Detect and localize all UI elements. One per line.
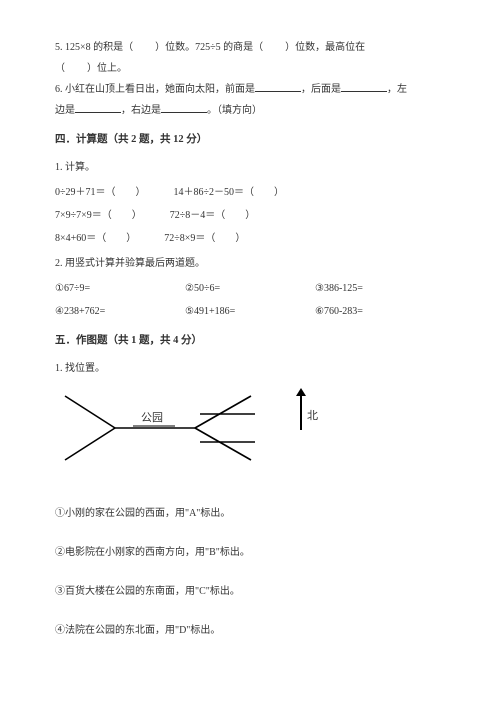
calc-row-3: 8×4+60＝（ ） 72÷8×9＝（ ） bbox=[55, 229, 445, 248]
calc-r1a: 0÷29＋71＝（ ） bbox=[55, 183, 146, 202]
v-r2b: ⑤491+186= bbox=[185, 302, 315, 321]
section5-title: 五．作图题（共 1 题，共 4 分） bbox=[55, 331, 445, 351]
q5-prefix: 5. 125×8 的积是（ bbox=[55, 42, 133, 53]
q6-l2c: 。（填方向） bbox=[207, 105, 262, 116]
task-2: ②电影院在小刚家的西南方向，用"B"标出。 bbox=[55, 543, 445, 562]
v-r1b: ②50÷6= bbox=[185, 279, 315, 298]
q6-blank4 bbox=[161, 102, 207, 113]
q6-mid2: ，左 bbox=[387, 84, 407, 95]
section4-title: 四．计算题（共 2 题，共 12 分） bbox=[55, 130, 445, 150]
q6-line2: 边是 ，右边是 。（填方向） bbox=[55, 101, 445, 120]
section5-q1-label: 1. 找位置。 bbox=[55, 359, 445, 378]
calc-r2a: 7×9÷7×9＝（ ） bbox=[55, 206, 142, 225]
q5-line1: 5. 125×8 的积是（ ）位数。725÷5 的商是（ ）位数，最高位在 bbox=[55, 38, 445, 57]
q5-l2b: ）位上。 bbox=[87, 63, 127, 74]
north-label: 北 bbox=[307, 406, 318, 427]
task-3: ③百货大楼在公园的东南面，用"C"标出。 bbox=[55, 582, 445, 601]
q6-l2b: ，右边是 bbox=[121, 105, 161, 116]
north-arrow-icon bbox=[300, 394, 302, 430]
park-svg bbox=[55, 384, 285, 484]
calc-row-2: 7×9÷7×9＝（ ） 72÷8－4＝（ ） bbox=[55, 206, 445, 225]
q5-mid2: ）位数，最高位在 bbox=[285, 42, 365, 53]
q6-prefix: 6. 小红在山顶上看日出，她面向太阳，前面是 bbox=[55, 84, 255, 95]
section4-q1-label: 1. 计算。 bbox=[55, 158, 445, 177]
calc-r3a: 8×4+60＝（ ） bbox=[55, 229, 136, 248]
park-figure: 公园 北 bbox=[55, 384, 445, 484]
vert-row-1: ①67÷9= ②50÷6= ③386-125= bbox=[55, 279, 445, 298]
v-r2c: ⑥760-283= bbox=[315, 302, 445, 321]
vert-row-2: ④238+762= ⑤491+186= ⑥760-283= bbox=[55, 302, 445, 321]
calc-row-1: 0÷29＋71＝（ ） 14＋86÷2－50＝（ ） bbox=[55, 183, 445, 202]
q5-blank2 bbox=[263, 42, 285, 53]
q5-l2a: （ bbox=[55, 63, 65, 74]
park-label: 公园 bbox=[141, 408, 163, 429]
calc-r2b: 72÷8－4＝（ ） bbox=[170, 206, 256, 225]
q5-mid1: ）位数。725÷5 的商是（ bbox=[155, 42, 263, 53]
q6-blank2 bbox=[341, 81, 387, 92]
q6-blank3 bbox=[75, 102, 121, 113]
q6-line1: 6. 小红在山顶上看日出，她面向太阳，前面是 ，后面是 ，左 bbox=[55, 80, 445, 99]
q6-mid1: ，后面是 bbox=[301, 84, 341, 95]
v-r1c: ③386-125= bbox=[315, 279, 445, 298]
calc-r3b: 72÷8×9＝（ ） bbox=[164, 229, 245, 248]
q5-blank1 bbox=[133, 42, 155, 53]
q5-line2: （ ）位上。 bbox=[55, 59, 445, 78]
task-1: ①小刚的家在公园的西面，用"A"标出。 bbox=[55, 504, 445, 523]
calc-r1b: 14＋86÷2－50＝（ ） bbox=[174, 183, 285, 202]
v-r2a: ④238+762= bbox=[55, 302, 185, 321]
q6-blank1 bbox=[255, 81, 301, 92]
v-r1a: ①67÷9= bbox=[55, 279, 185, 298]
task-4: ④法院在公园的东北面，用"D"标出。 bbox=[55, 621, 445, 640]
section4-q2-label: 2. 用竖式计算并验算最后两道题。 bbox=[55, 254, 445, 273]
page: 5. 125×8 的积是（ ）位数。725÷5 的商是（ ）位数，最高位在 （ … bbox=[0, 0, 500, 707]
q5-blank3 bbox=[65, 63, 87, 74]
q6-l2a: 边是 bbox=[55, 105, 75, 116]
